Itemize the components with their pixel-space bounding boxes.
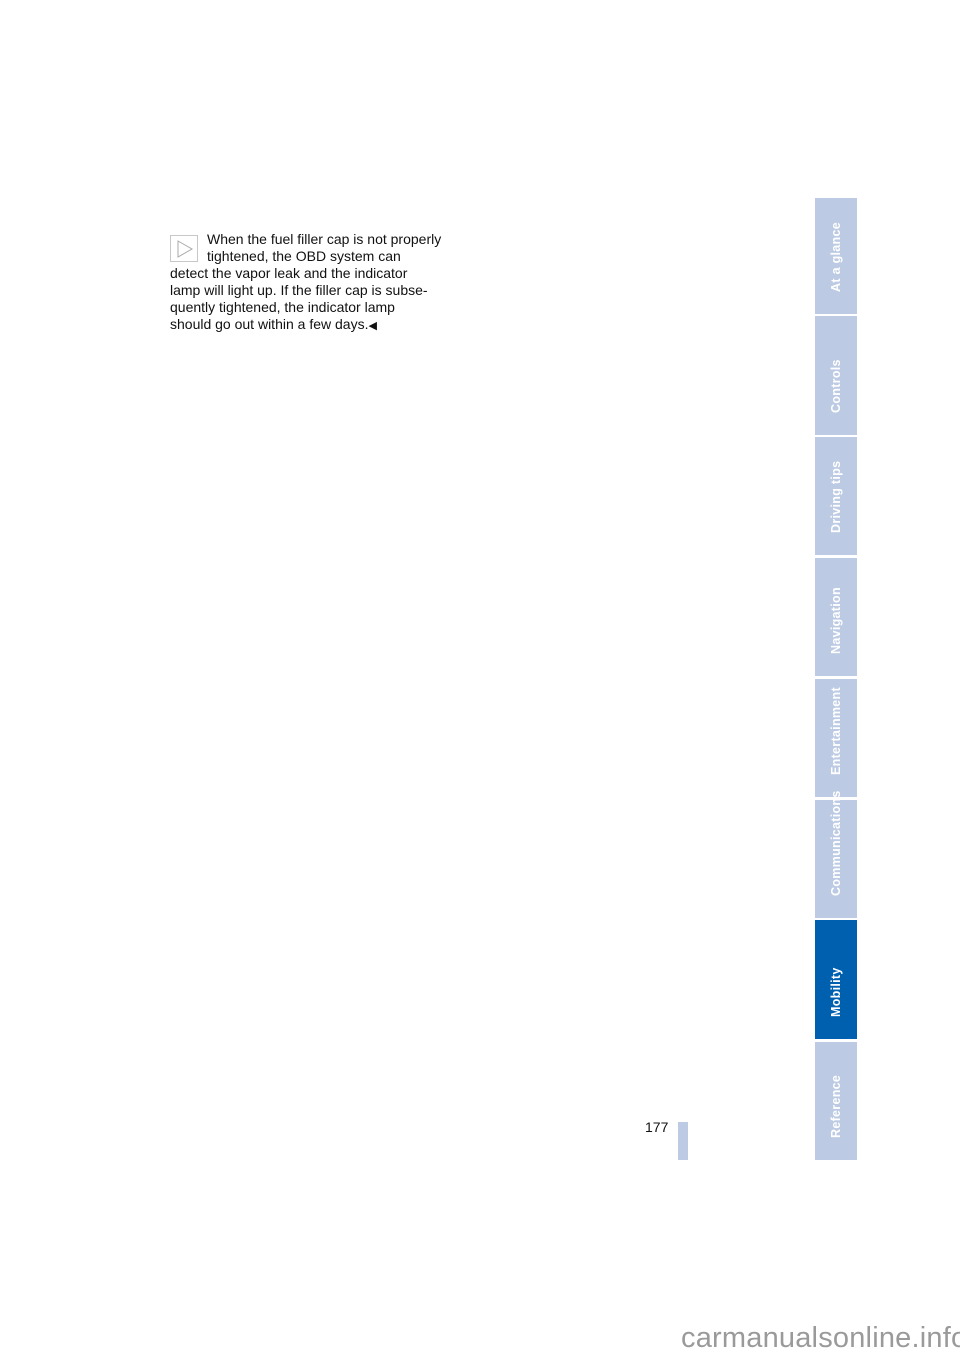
sidebar-tab-mobility[interactable]: Mobility — [815, 920, 857, 1039]
tab-label: Reference — [829, 1074, 843, 1138]
note-line: When the fuel filler cap is not properly — [207, 231, 442, 247]
page-number: 177 — [645, 1119, 669, 1135]
sidebar-tab-driving-tips[interactable]: Driving tips — [815, 437, 857, 555]
note-line: should go out within a few days. — [170, 316, 369, 332]
tab-label: Controls — [829, 359, 843, 413]
note-triangle-icon — [170, 235, 198, 262]
note-line: lamp will light up. If the filler cap is… — [170, 282, 428, 298]
tab-label: Driving tips — [829, 460, 843, 533]
tab-label: Entertainment — [829, 687, 843, 775]
tab-label: Navigation — [829, 587, 843, 654]
tab-label: At a glance — [829, 222, 843, 292]
sidebar-tab-communications[interactable]: Communications — [815, 790, 857, 918]
note-line: detect the vapor leak and the indicator — [170, 265, 408, 281]
note-line: quently tightened, the indicator lamp — [170, 299, 395, 315]
sidebar-tab-entertainment[interactable]: Entertainment — [815, 679, 857, 797]
note-paragraph: When the fuel filler cap is not properly… — [170, 231, 470, 335]
watermark: carmanualsonline.info — [681, 1322, 960, 1354]
sidebar-tab-at-a-glance[interactable]: At a glance — [815, 198, 857, 314]
note-line: tightened, the OBD system can — [207, 248, 401, 264]
end-mark-icon: ◀ — [368, 320, 377, 332]
tab-label: Communications — [829, 790, 843, 896]
sidebar-tab-reference[interactable]: Reference — [815, 1042, 857, 1160]
sidebar-tab-navigation[interactable]: Navigation — [815, 558, 857, 676]
tab-label: Mobility — [829, 967, 843, 1017]
sidebar-tab-controls[interactable]: Controls — [815, 316, 857, 435]
page-marker-bar — [678, 1122, 688, 1160]
